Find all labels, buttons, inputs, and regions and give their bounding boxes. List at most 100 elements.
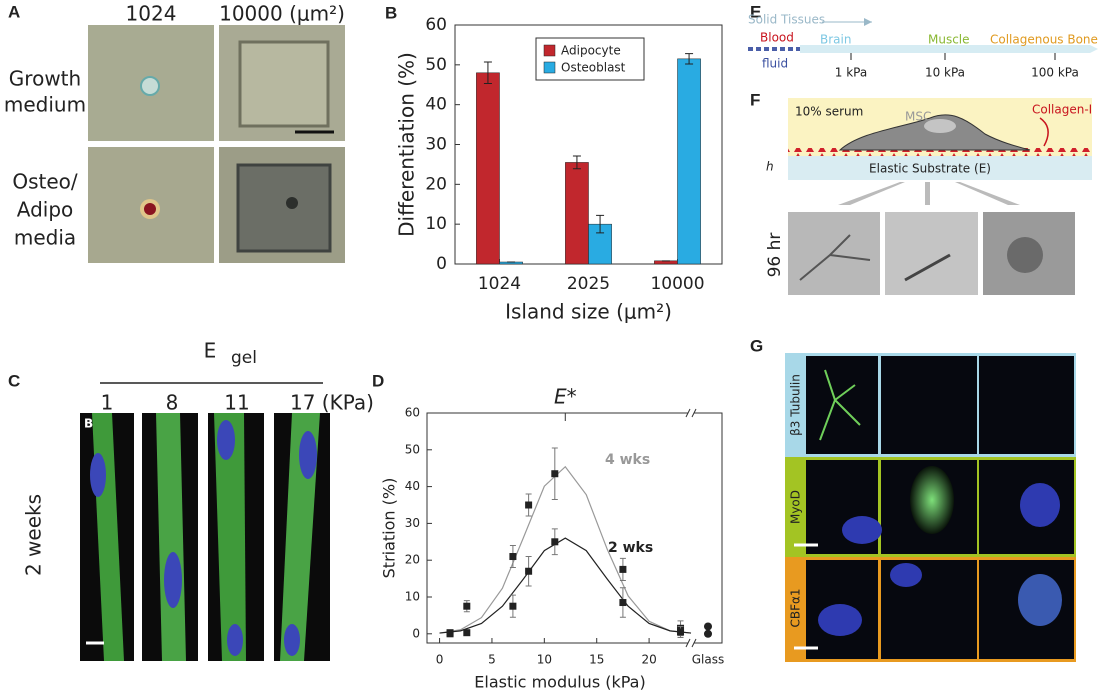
x-tick-label: Glass bbox=[692, 653, 725, 667]
legend-label: Adipocyte bbox=[561, 44, 621, 58]
y-tick-label: 0 bbox=[436, 254, 447, 274]
annotation: E* bbox=[554, 385, 577, 409]
header: E bbox=[204, 339, 217, 363]
header-subscript: gel bbox=[231, 348, 257, 368]
stain-label: β3 Tubulin bbox=[789, 374, 803, 436]
y-tick-label: 30 bbox=[425, 135, 447, 155]
tissue-label: Muscle bbox=[928, 33, 970, 47]
x-tick-label: 15 bbox=[589, 653, 604, 667]
tissue-label: Brain bbox=[820, 33, 851, 47]
arrowhead bbox=[864, 18, 872, 26]
series-label: 2 wks bbox=[608, 540, 653, 556]
y-tick-label: 20 bbox=[405, 553, 420, 567]
legend-label: Osteoblast bbox=[561, 61, 626, 75]
column-label: 11 bbox=[224, 391, 249, 415]
stain-label: MyoD bbox=[789, 490, 803, 524]
error-bar bbox=[483, 61, 492, 85]
brightfield-f bbox=[788, 182, 1075, 295]
axis-break-gap bbox=[688, 639, 694, 647]
y-tick-label: 60 bbox=[405, 406, 420, 420]
solid-label: Solid Tissues bbox=[748, 13, 825, 27]
row-label: media bbox=[14, 226, 76, 250]
bar bbox=[565, 162, 589, 265]
y-tick-label: 30 bbox=[405, 516, 420, 530]
panel-letter: F bbox=[750, 90, 760, 109]
error-bar bbox=[572, 155, 581, 170]
stiffness-label: 1 kPa bbox=[835, 66, 867, 80]
fluid-label: fluid bbox=[762, 57, 788, 71]
panel-letter: D bbox=[372, 371, 384, 390]
y-axis-label: Differentiation (%) bbox=[395, 52, 419, 237]
panel-letter: G bbox=[750, 336, 763, 355]
glass-point bbox=[704, 622, 712, 631]
panel-letter: B bbox=[385, 3, 397, 22]
thickness-label: h bbox=[766, 160, 774, 174]
x-tick-label: 2025 bbox=[567, 274, 610, 294]
y-axis-label: Striation (%) bbox=[380, 478, 399, 579]
series-label: 4 wks bbox=[605, 452, 650, 468]
error-bar bbox=[596, 214, 605, 234]
point bbox=[619, 599, 627, 607]
y-tick-label: 50 bbox=[405, 442, 420, 456]
y-tick-label: 60 bbox=[425, 15, 447, 35]
point bbox=[463, 629, 471, 637]
collagen bbox=[788, 148, 1092, 156]
fluorescence-g bbox=[785, 353, 1076, 662]
column-label: 1 bbox=[101, 391, 114, 415]
fluorescence-c bbox=[80, 413, 330, 661]
plot-frame bbox=[426, 412, 723, 644]
substrate bbox=[788, 156, 1092, 180]
column-label: 17 (KPa) bbox=[290, 391, 374, 415]
fit-curve bbox=[439, 537, 692, 634]
inset-letter: B bbox=[84, 417, 93, 431]
x-axis-label: Elastic modulus (kPa) bbox=[474, 673, 645, 692]
column-label: 1024 bbox=[126, 2, 177, 26]
row-label: 2 weeks bbox=[22, 494, 46, 576]
x-tick-label: 10000 bbox=[650, 274, 704, 294]
axis-break bbox=[685, 638, 697, 648]
column-label: 10000 (μm²) bbox=[219, 2, 345, 26]
y-tick-label: 40 bbox=[405, 479, 420, 493]
point bbox=[619, 565, 627, 573]
cell-label: MSC bbox=[905, 110, 931, 124]
point bbox=[525, 501, 533, 509]
axis-break-gap bbox=[688, 409, 694, 417]
axis-break bbox=[685, 408, 697, 418]
error-bar bbox=[685, 53, 694, 65]
substrate-label: Elastic Substrate (E) bbox=[869, 162, 991, 176]
stiffness-arrow bbox=[800, 45, 1098, 53]
panel-letter: E bbox=[750, 2, 761, 21]
glass-point bbox=[704, 629, 712, 638]
point bbox=[446, 630, 454, 638]
point bbox=[551, 470, 559, 478]
stiffness-label: 10 kPa bbox=[925, 66, 965, 80]
bar bbox=[476, 72, 500, 265]
y-tick-label: 20 bbox=[425, 174, 447, 194]
stiffness-label: 100 kPa bbox=[1031, 66, 1079, 80]
bar bbox=[677, 58, 701, 265]
y-tick-label: 0 bbox=[412, 626, 420, 640]
micrographs-a bbox=[88, 25, 345, 263]
matrix-label: Collagen-I bbox=[1032, 103, 1092, 117]
medium-label: 10% serum bbox=[795, 105, 863, 119]
row-label: medium bbox=[4, 93, 86, 117]
pointer bbox=[1039, 117, 1049, 147]
point bbox=[551, 538, 559, 546]
y-tick-label: 50 bbox=[425, 55, 447, 75]
x-tick-label: 20 bbox=[641, 653, 656, 667]
point bbox=[525, 567, 533, 575]
fluid-label: Blood bbox=[760, 31, 794, 45]
point bbox=[509, 602, 517, 610]
fit-curve bbox=[439, 465, 692, 634]
legend-swatch bbox=[543, 44, 556, 57]
row-label: Osteo/ bbox=[12, 170, 78, 194]
nucleus bbox=[924, 119, 956, 133]
point bbox=[677, 628, 685, 636]
panel-letter: A bbox=[8, 2, 20, 21]
point bbox=[463, 602, 471, 610]
point bbox=[509, 553, 517, 561]
time-label: 96 hr bbox=[765, 233, 785, 278]
x-tick-label: 0 bbox=[436, 653, 444, 667]
legend-swatch bbox=[543, 61, 556, 74]
